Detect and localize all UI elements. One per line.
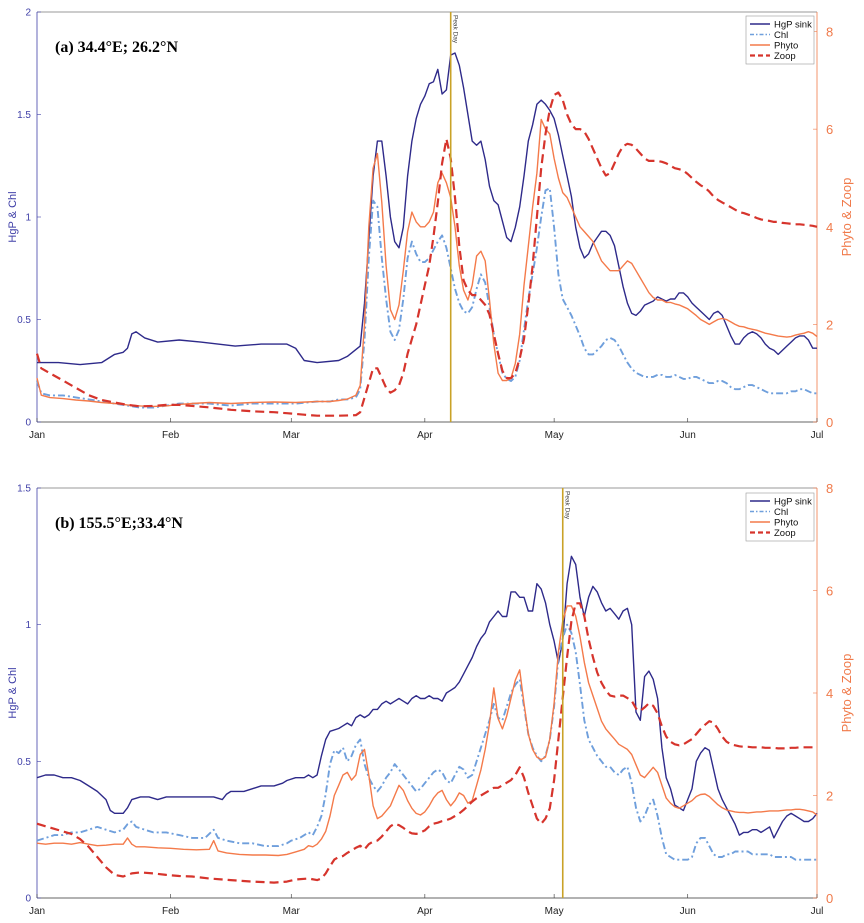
y-left-tick-label: 0.5: [17, 315, 31, 326]
y-right-axis-label: Phyto & Zoop: [839, 654, 854, 733]
legend-label: Zoop: [774, 51, 796, 62]
y-left-tick-label: 1: [25, 213, 31, 224]
x-tick-label: May: [545, 430, 564, 441]
y-left-tick-label: 1.5: [17, 484, 31, 495]
peak-day-label: Peak Day: [452, 15, 459, 44]
series-line-phyto: [36, 605, 818, 857]
y-left-tick-label: 0: [25, 894, 31, 905]
y-right-tick-label: 4: [826, 220, 833, 235]
y-right-tick-label: 6: [826, 122, 833, 137]
y-left-tick-label: 1.5: [17, 110, 31, 121]
series-line-hgp-sink: [36, 555, 818, 839]
x-tick-label: Jul: [811, 430, 824, 441]
series-line-hgp-sink: [37, 52, 817, 366]
x-tick-label: Mar: [283, 906, 301, 917]
y-left-tick-label: 0: [25, 418, 31, 429]
series-line-zoop: [36, 602, 817, 884]
legend-label: Phyto: [774, 517, 798, 528]
x-tick-label: Jan: [29, 906, 45, 917]
x-tick-label: Feb: [162, 430, 180, 441]
legend-label: HgP sink: [774, 496, 812, 507]
legend-label: Zoop: [774, 528, 796, 539]
y-right-tick-label: 0: [826, 415, 833, 430]
x-tick-label: Feb: [162, 906, 180, 917]
plot-area: [37, 12, 817, 422]
chart-title: (a) 34.4°E; 26.2°N: [55, 39, 178, 56]
x-tick-label: Mar: [283, 430, 301, 441]
x-tick-label: Jun: [680, 906, 696, 917]
y-right-tick-label: 0: [826, 891, 833, 906]
y-right-tick-label: 2: [826, 317, 833, 332]
y-left-axis-label: HgP & Chl: [7, 667, 19, 718]
x-tick-label: Jul: [811, 906, 824, 917]
legend-label: HgP sink: [774, 19, 812, 30]
series-line-zoop: [35, 91, 818, 417]
legend-label: Chl: [774, 507, 788, 518]
series-line-phyto: [36, 118, 818, 408]
peak-day-label: Peak Day: [564, 491, 571, 520]
plot-area: [37, 488, 817, 898]
y-left-tick-label: 2: [25, 8, 31, 19]
y-right-tick-label: 4: [826, 686, 833, 701]
chart-title: (b) 155.5°E;33.4°N: [55, 515, 183, 532]
y-right-tick-label: 8: [826, 481, 833, 496]
x-tick-label: Jan: [29, 430, 45, 441]
y-right-tick-label: 2: [826, 789, 833, 804]
legend-label: Chl: [774, 30, 788, 41]
x-tick-label: Apr: [417, 906, 433, 917]
y-left-axis-label: HgP & Chl: [7, 191, 19, 242]
y-right-tick-label: 8: [826, 25, 833, 40]
legend-label: Phyto: [774, 40, 798, 51]
x-tick-label: Apr: [417, 430, 433, 441]
y-right-tick-label: 6: [826, 584, 833, 599]
y-left-tick-label: 0.5: [17, 757, 31, 768]
x-tick-label: May: [545, 906, 564, 917]
y-left-tick-label: 1: [25, 620, 31, 631]
y-right-axis-label: Phyto & Zoop: [839, 178, 854, 257]
x-tick-label: Jun: [680, 430, 696, 441]
